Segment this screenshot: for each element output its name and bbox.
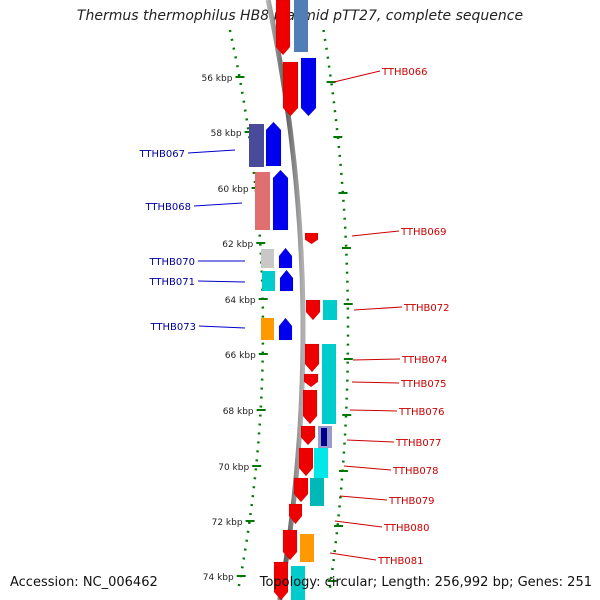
leader-line: [349, 409, 398, 412]
cog-box: [255, 172, 270, 230]
tick-label: 60 kbp: [218, 185, 249, 195]
leader-line: [333, 70, 381, 83]
gene-label-tthb078: TTHB078: [392, 466, 439, 477]
leader-line: [346, 439, 395, 443]
cog-box: [314, 448, 328, 478]
gene-arrow-reverse: [265, 121, 282, 167]
leader-line: [351, 381, 400, 384]
gene-arrow-reverse: [279, 269, 294, 292]
gene-arrow-reverse: [278, 317, 293, 341]
gene-label-tthb068: TTHB068: [144, 202, 191, 213]
gene-label-tthb073: TTHB073: [149, 322, 196, 333]
tick-label: 70 kbp: [218, 463, 249, 473]
gene-arrow-reverse: [278, 247, 293, 269]
leader-line: [329, 552, 377, 561]
gene-label-tthb079: TTHB079: [388, 496, 435, 507]
cog-box: [300, 534, 314, 562]
cog-box: [262, 271, 275, 291]
cog-box: [323, 300, 337, 320]
ring-inner-dots: [228, 29, 265, 591]
accession-text: Accession: NC_006462: [10, 575, 158, 590]
gene-arrow-forward: [273, 561, 289, 600]
tick-label: 72 kbp: [212, 518, 243, 528]
cog-box: [322, 344, 336, 424]
gene-label-tthb067: TTHB067: [138, 149, 185, 160]
leader-line: [353, 306, 403, 311]
gene-label-tthb080: TTHB080: [383, 523, 430, 534]
tick-label: 58 kbp: [211, 129, 242, 139]
cog-box: [291, 566, 305, 600]
tick-label: 56 kbp: [201, 74, 232, 84]
cog-box: [294, 0, 308, 52]
gene-label-tthb074: TTHB074: [401, 355, 448, 366]
gene-arrow-forward: [275, 0, 291, 56]
gene-arrow-forward-cds: [300, 57, 317, 117]
gene-arrow-forward: [298, 447, 314, 477]
gene-arrow-forward: [293, 477, 309, 503]
tick-label: 62 kbp: [222, 240, 253, 250]
gene-label-tthb072: TTHB072: [403, 303, 450, 314]
tick-label: 66 kbp: [225, 351, 256, 361]
leader-line: [339, 495, 388, 501]
gene-label-tthb070: TTHB070: [148, 257, 195, 268]
gene-arrow-forward: [282, 529, 298, 561]
tick-label: 74 kbp: [203, 573, 234, 583]
gene-label-tthb066: TTHB066: [381, 67, 428, 78]
gene-arrow-forward: [304, 343, 320, 373]
cog-box: [310, 478, 324, 506]
cog-box: [261, 318, 274, 340]
gene-label-tthb069: TTHB069: [400, 227, 447, 238]
leader-line: [193, 202, 243, 207]
ring-outer-dots: [322, 29, 350, 591]
gene-label-tthb071: TTHB071: [148, 277, 195, 288]
gene-label-tthb075: TTHB075: [400, 379, 447, 390]
gene-arrow-forward: [303, 373, 319, 388]
cog-box: [321, 428, 327, 446]
leader-line: [197, 280, 246, 283]
gene-label-tthb076: TTHB076: [398, 407, 445, 418]
gene-label-tthb081: TTHB081: [377, 556, 424, 567]
gene-arrow-forward: [304, 232, 319, 245]
gene-label-tthb077: TTHB077: [395, 438, 442, 449]
cog-box: [249, 124, 264, 167]
tick-label: 64 kbp: [225, 296, 256, 306]
leader-line: [351, 230, 400, 237]
tick-label: 68 kbp: [223, 407, 254, 417]
gene-arrow-forward: [302, 389, 318, 425]
gene-arrow-forward: [305, 299, 321, 321]
cog-box: [261, 249, 274, 268]
gene-arrow-forward: [288, 503, 303, 525]
leader-line: [198, 325, 246, 329]
leader-line: [334, 520, 383, 528]
gene-arrow-forward: [300, 425, 316, 446]
topology-text: Topology: circular; Length: 256,992 bp; …: [259, 575, 592, 590]
leader-line: [352, 358, 401, 361]
gene-arrow-reverse: [272, 169, 289, 231]
leader-line: [187, 149, 236, 154]
leader-line: [343, 465, 392, 471]
gene-arrow-forward: [282, 61, 299, 117]
